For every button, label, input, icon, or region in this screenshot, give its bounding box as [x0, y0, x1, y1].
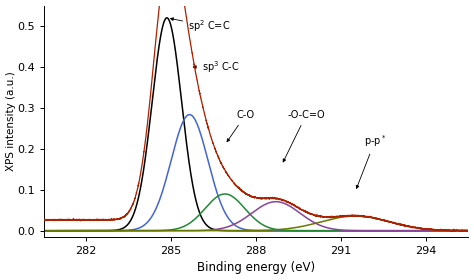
Text: sp$^3$ C-C: sp$^3$ C-C	[193, 59, 240, 75]
Y-axis label: XPS intensity (a.u.): XPS intensity (a.u.)	[6, 71, 16, 171]
Text: p-p$^*$: p-p$^*$	[356, 133, 386, 188]
Text: sp$^2$ C=C: sp$^2$ C=C	[171, 18, 230, 34]
Text: -O-C=O: -O-C=O	[283, 110, 325, 162]
Text: C-O: C-O	[227, 110, 255, 142]
X-axis label: Binding energy (eV): Binding energy (eV)	[197, 262, 315, 274]
